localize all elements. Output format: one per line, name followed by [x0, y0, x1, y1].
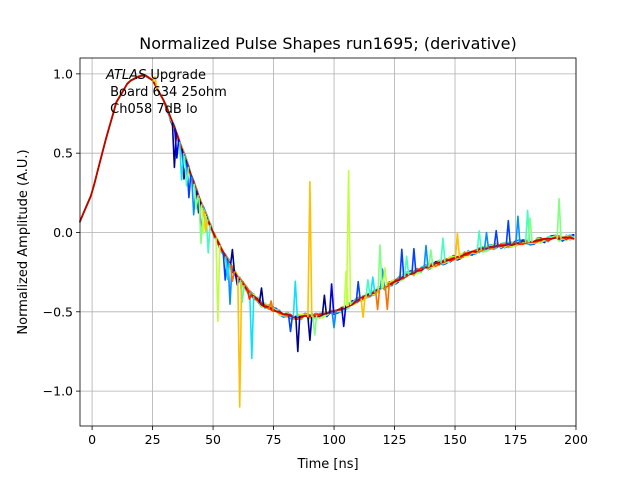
series-spike	[224, 256, 231, 281]
series-spike	[203, 210, 209, 232]
series-spike	[331, 310, 337, 329]
series-spike	[515, 215, 521, 245]
series-layer	[79, 74, 575, 408]
series-spike	[215, 237, 221, 323]
x-tick-label: 100	[322, 432, 346, 447]
y-axis-label: Normalized Amplitude (A.U.)	[16, 149, 31, 334]
series-spike	[321, 294, 328, 316]
series-spike	[403, 255, 410, 278]
series-spike	[312, 314, 318, 336]
series-spike	[440, 237, 446, 264]
annotation-line-2: Board 634 25ohm	[106, 85, 227, 100]
tick-layer: 0 25 50 75 100 125 150 175 200 −1.0 −0.5 0.0 0.5 1.0	[43, 66, 588, 447]
series-spike	[345, 169, 352, 307]
series-spike	[505, 219, 511, 246]
series-spike	[428, 249, 434, 268]
x-tick-label: 150	[443, 432, 467, 447]
series-spike	[287, 314, 294, 333]
series-spike	[374, 288, 381, 311]
series-spike	[360, 296, 366, 318]
x-tick-label: 125	[383, 432, 407, 447]
annotation-block: ATLAS Upgrade Board 634 25ohm Ch058 7dB …	[105, 68, 227, 117]
annotation-line-3: Ch058 7dB lo	[106, 102, 198, 117]
x-tick-label: 50	[205, 432, 221, 447]
y-tick-label: 1.0	[53, 66, 73, 81]
series-spike	[423, 244, 429, 270]
series-spike	[355, 280, 361, 303]
series-spike	[382, 266, 388, 289]
series-spike	[384, 283, 390, 311]
series-spike	[399, 248, 405, 280]
series-spike	[411, 247, 417, 274]
series-spike	[229, 248, 236, 273]
series-spike	[152, 75, 158, 89]
x-axis-label: Time [ns]	[296, 457, 358, 472]
x-tick-label: 175	[504, 432, 528, 447]
y-tick-label: −1.0	[43, 384, 73, 399]
series-spike	[365, 279, 371, 298]
series-spike	[292, 280, 299, 318]
y-tick-label: 0.0	[53, 225, 73, 240]
series-spike	[295, 315, 301, 353]
series-spike	[258, 287, 265, 306]
series-spike	[268, 300, 274, 311]
series-spike	[229, 264, 236, 283]
y-tick-label: 0.5	[53, 146, 73, 161]
annotation-upgrade: Upgrade	[146, 68, 206, 83]
series-spike	[183, 155, 190, 187]
series-spike	[556, 197, 562, 240]
series-spike	[454, 232, 461, 259]
series-spike	[493, 229, 499, 248]
x-tick-label: 25	[145, 432, 161, 447]
series-spike	[193, 183, 199, 210]
x-tick-label: 0	[88, 432, 96, 447]
annotation-line-1: ATLAS Upgrade	[105, 68, 206, 83]
y-tick-label: −0.5	[43, 304, 73, 319]
x-tick-label: 75	[266, 432, 282, 447]
series-spike	[370, 276, 376, 295]
series-spike	[249, 292, 255, 360]
series-spike	[307, 180, 313, 318]
series-spike	[377, 244, 383, 292]
series-spike	[174, 128, 180, 159]
series-spike	[341, 305, 347, 328]
x-tick-label: 200	[564, 432, 588, 447]
series-spike	[307, 315, 313, 342]
series-spike	[328, 283, 335, 314]
chart-title: Normalized Pulse Shapes run1695; (deriva…	[139, 34, 516, 53]
series-spike	[237, 276, 243, 408]
series-spike	[178, 141, 185, 181]
series-spike	[246, 289, 253, 300]
series-spike	[483, 231, 490, 250]
annotation-atlas: ATLAS	[105, 68, 146, 83]
plot-frame	[79, 57, 577, 427]
series-spike	[527, 217, 533, 243]
series-spike	[476, 230, 482, 252]
